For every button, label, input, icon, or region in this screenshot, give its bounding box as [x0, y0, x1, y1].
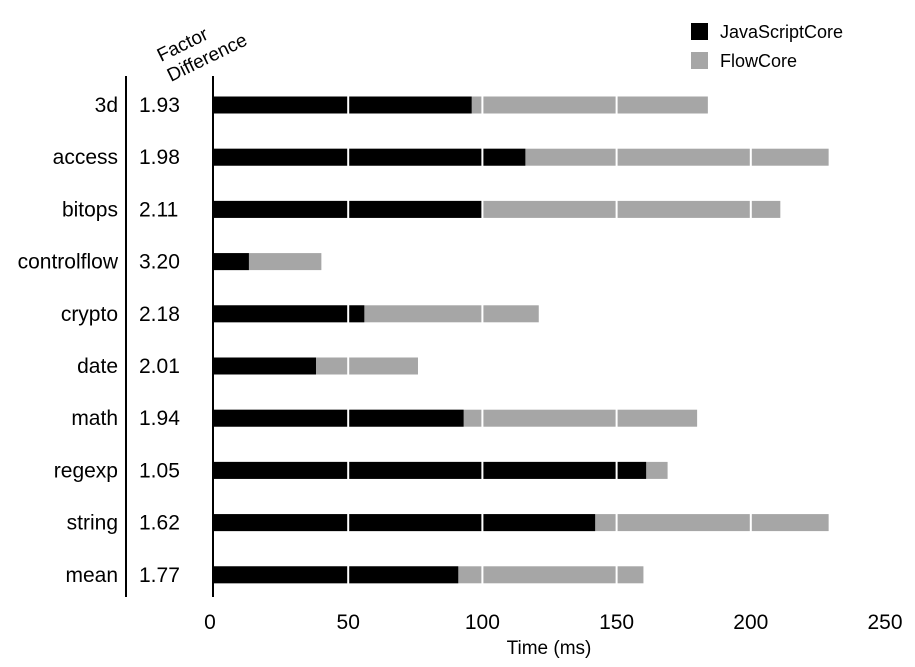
gridlines: [347, 80, 752, 590]
category-label-3d: 3d: [95, 94, 118, 117]
factor-label-math: 1.94: [139, 407, 180, 430]
x-tick-label-0: 0: [204, 611, 216, 634]
category-label-mean: mean: [65, 564, 118, 587]
bar-javascriptcore-mean: [214, 566, 459, 584]
legend-label-javascriptcore: JavaScriptCore: [720, 22, 843, 42]
factor-label-string: 1.62: [139, 512, 180, 535]
bar-javascriptcore-access: [214, 148, 526, 166]
bar-javascriptcore-date: [214, 357, 316, 375]
factor-label-crypto: 2.18: [139, 303, 180, 326]
factor-header: Factor Difference: [154, 24, 251, 87]
category-labels: 3d 1.93 access 1.98 bitops 2.11 controlflow 3.2…: [18, 94, 181, 587]
bar-javascriptcore-3d: [214, 96, 472, 114]
category-label-access: access: [53, 146, 118, 169]
factor-label-controlflow: 3.20: [139, 251, 180, 274]
factor-label-bitops: 2.11: [139, 198, 178, 221]
bar-javascriptcore-crypto: [214, 305, 365, 323]
legend: JavaScriptCore FlowCore: [691, 22, 843, 71]
x-tick-label-250: 250: [867, 611, 902, 634]
bar-javascriptcore-string: [214, 514, 596, 532]
factor-label-date: 2.01: [139, 355, 180, 378]
x-axis-title: Time (ms): [507, 638, 592, 659]
legend-swatch-flowcore: [691, 52, 708, 69]
bar-javascriptcore-controlflow: [214, 253, 249, 271]
bars: [214, 96, 829, 584]
factor-label-regexp: 1.05: [139, 459, 180, 482]
category-label-date: date: [77, 355, 118, 378]
bar-javascriptcore-regexp: [214, 461, 647, 479]
x-tick-label-50: 50: [337, 611, 360, 634]
legend-swatch-javascriptcore: [691, 23, 708, 40]
bar-javascriptcore-math: [214, 409, 464, 427]
category-label-regexp: regexp: [54, 459, 118, 482]
category-label-math: math: [71, 407, 118, 430]
category-label-controlflow: controlflow: [18, 251, 119, 274]
category-label-string: string: [67, 512, 118, 535]
x-tick-label-150: 150: [599, 611, 634, 634]
category-label-bitops: bitops: [62, 198, 118, 221]
x-tick-label-100: 100: [465, 611, 500, 634]
x-tick-label-200: 200: [733, 611, 768, 634]
x-axis-ticks: 0 50 100 150 200 250: [204, 611, 902, 634]
legend-label-flowcore: FlowCore: [720, 51, 797, 71]
category-label-crypto: crypto: [61, 303, 118, 326]
factor-label-mean: 1.77: [139, 564, 180, 587]
factor-label-3d: 1.93: [139, 94, 180, 117]
factor-label-access: 1.98: [139, 146, 180, 169]
